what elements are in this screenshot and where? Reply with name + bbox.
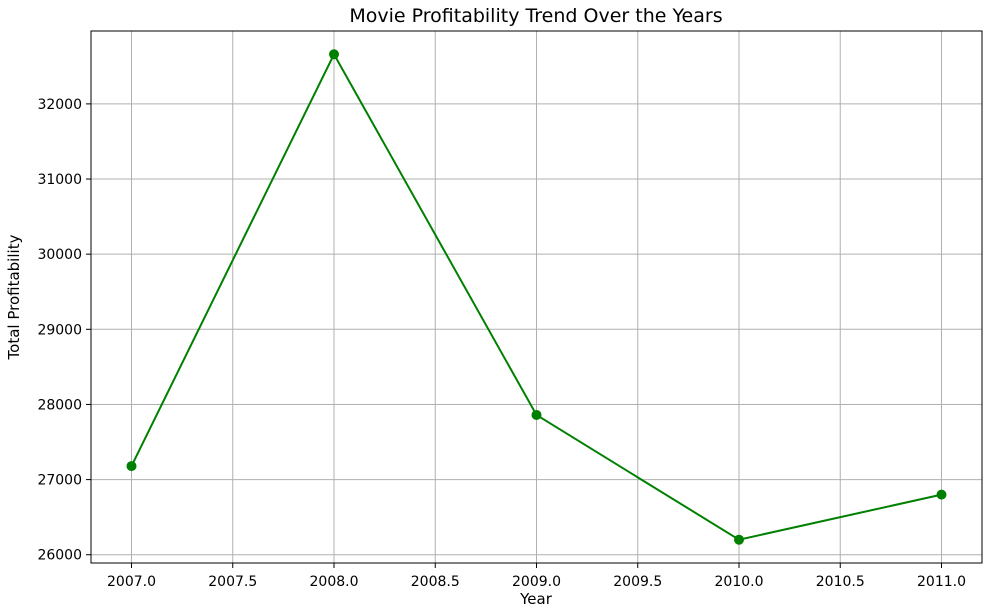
x-tick-label: 2008.0 [310, 574, 359, 590]
axis-ticks: 2007.0 2007.5 2008.0 2008.5 2009.0 2009.5 2010… [37, 97, 966, 590]
y-tick-label: 32000 [37, 97, 82, 113]
grid-lines [91, 31, 982, 563]
y-tick-label: 31000 [37, 172, 82, 188]
y-tick-label: 30000 [37, 247, 82, 263]
x-tick-label: 2010.5 [816, 574, 865, 590]
x-tick-label: 2007.5 [208, 574, 257, 590]
y-tick-label: 27000 [37, 473, 82, 489]
data-point [126, 461, 137, 472]
data-point [531, 409, 542, 420]
x-tick-label: 2008.5 [411, 574, 460, 590]
y-axis-label: Total Profitability [5, 234, 23, 360]
x-tick-label: 2007.0 [107, 574, 156, 590]
y-tick-label: 26000 [37, 548, 82, 564]
y-tick-label: 28000 [37, 397, 82, 413]
x-tick-label: 2009.5 [613, 574, 662, 590]
data-point [936, 489, 947, 500]
chart-title: Movie Profitability Trend Over the Years [349, 5, 722, 27]
x-axis-label: Year [519, 590, 553, 608]
y-tick-label: 29000 [37, 322, 82, 338]
x-tick-label: 2009.0 [512, 574, 561, 590]
data-point [329, 49, 339, 60]
x-tick-label: 2011.0 [917, 574, 966, 590]
series-line-group [126, 49, 947, 545]
x-tick-label: 2010.0 [715, 574, 764, 590]
data-point [734, 534, 744, 545]
